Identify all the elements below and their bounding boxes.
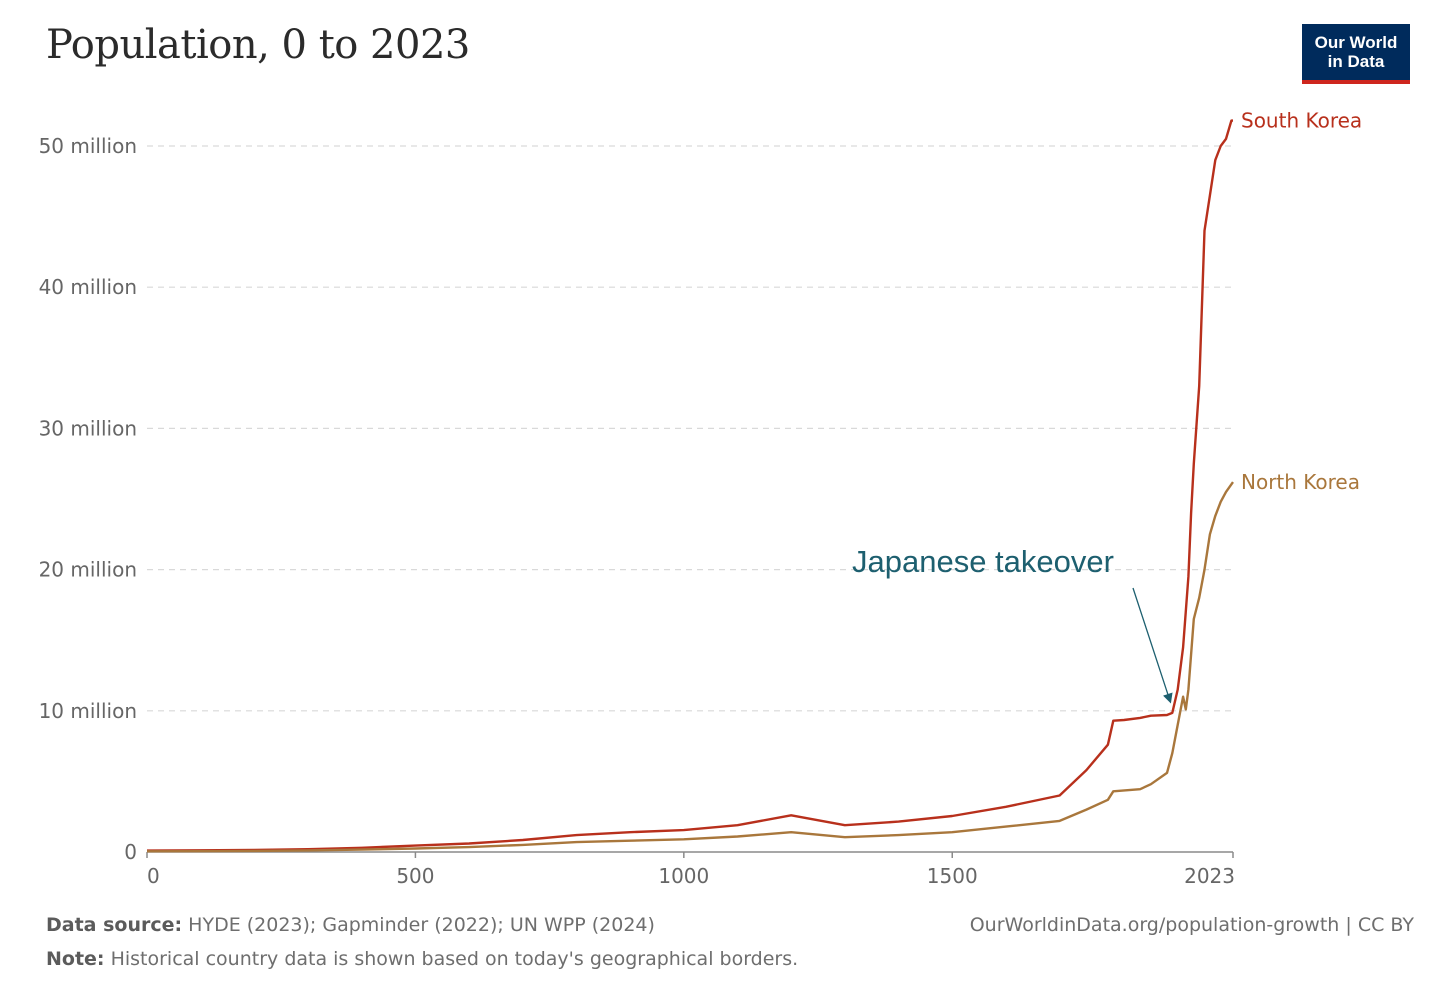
y-tick-label-4: 40 million (39, 275, 137, 299)
y-tick-label-2: 20 million (39, 558, 137, 582)
series-labels: South Korea North Korea (1241, 109, 1362, 494)
data-source-text: HYDE (2023); Gapminder (2022); UN WPP (2… (188, 914, 655, 936)
y-tick-label-0: 0 (124, 840, 137, 864)
y-tick-label-5: 50 million (39, 134, 137, 158)
series-label-0: South Korea (1241, 109, 1362, 133)
chart-title: Population, 0 to 2023 (46, 22, 470, 68)
source-url-link[interactable]: OurWorldinData.org/population-growth | C… (969, 914, 1414, 936)
grid-lines (147, 145, 1233, 712)
x-tick-label-3: 1500 (927, 864, 978, 888)
series-lines (146, 119, 1234, 853)
annotation-label-0: Japanese takeover (852, 544, 1114, 579)
owid-logo[interactable]: Our World in Data (1302, 24, 1410, 84)
x-tick-label-2: 1000 (658, 864, 709, 888)
annotation-arrow-0 (1132, 587, 1173, 704)
series-line-1 (146, 481, 1234, 853)
data-source: Data source: HYDE (2023); Gapminder (202… (46, 914, 655, 936)
x-tick-label-4: 2023 (1184, 864, 1235, 888)
x-tick-label-0: 0 (147, 864, 160, 888)
chart-note: Note: Historical country data is shown b… (46, 948, 798, 970)
data-source-label: Data source: (46, 914, 183, 936)
series-line-0 (146, 119, 1233, 852)
y-tick-label-3: 30 million (39, 416, 137, 440)
y-tick-label-1: 10 million (39, 699, 137, 723)
x-tick-label-1: 500 (396, 864, 434, 888)
logo-line-2: in Data (1327, 52, 1385, 71)
axes: 0 10 million 20 million 30 million 40 millio… (39, 134, 1235, 888)
series-label-1: North Korea (1241, 470, 1360, 494)
annotations: Japanese takeover (852, 544, 1173, 704)
note-label: Note: (46, 948, 105, 970)
logo-line-1: Our World (1314, 33, 1398, 52)
note-text: Historical country data is shown based o… (110, 948, 799, 970)
